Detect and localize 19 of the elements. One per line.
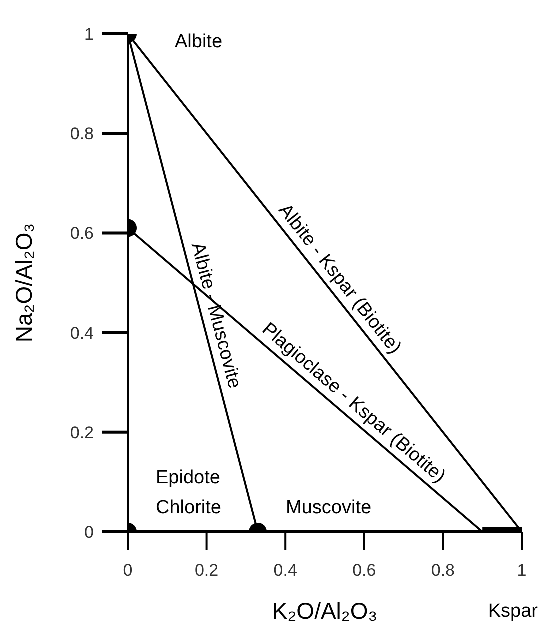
y-axis-title: Na₂O/Al₂O₃ [11,223,37,343]
x-tick-label: 0.6 [352,561,376,580]
x-tick-label: 1 [517,561,527,580]
annotation: Epidote [156,468,220,488]
x-tick-label: 0.4 [274,561,298,580]
text: Kspar [488,601,539,622]
y-tick-label: 0.2 [70,423,94,442]
annotation: Chlorite [156,498,222,518]
x-tick-label: 0.8 [431,561,456,580]
y-tick-label: 0.8 [70,124,94,144]
annotation: Albite [175,32,223,52]
y-tick-label: 0.4 [70,324,94,343]
annotation: Muscovite [286,498,372,518]
x-tick-label: 0.2 [194,561,219,580]
x-tick-label: 0 [123,561,133,580]
x-axis-title: K₂O/Al₂O₃ [272,598,378,624]
y-tick-label: 0.6 [70,224,94,244]
y-tick-label: 1 [84,25,94,44]
y-tick-label: 0 [84,523,94,542]
